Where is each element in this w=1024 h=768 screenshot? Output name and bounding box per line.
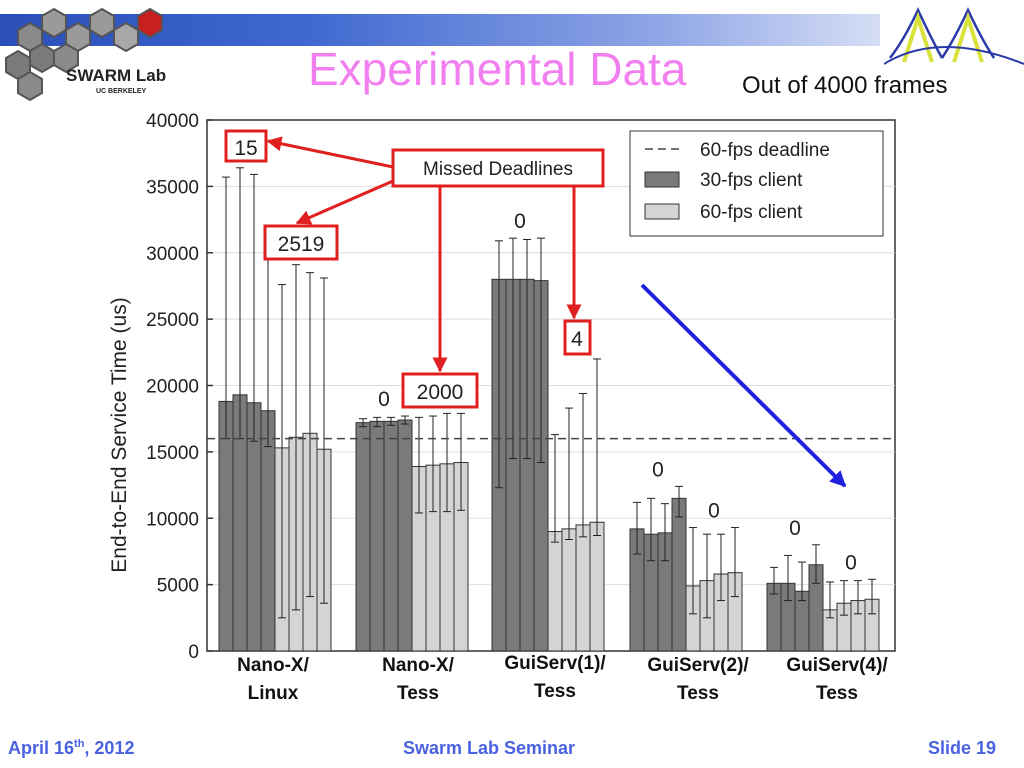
missed-count-label: 0 (789, 517, 801, 540)
missed-deadlines-annotation: Missed Deadlines 15 2519 2000 4 (224, 129, 605, 409)
bar (671, 497, 687, 652)
bars (218, 278, 880, 652)
legend-30fps: 30-fps client (700, 170, 803, 191)
y-tick-label: 15000 (146, 443, 199, 464)
missed-count-label: 0 (708, 500, 720, 523)
y-tick-label: 0 (188, 642, 199, 663)
bar (561, 528, 577, 652)
missed-count-label: 0 (514, 210, 526, 233)
corner-arch-logo (884, 7, 1024, 65)
legend: 60-fps deadline 30-fps client 60-fps cli… (629, 130, 884, 237)
trend-arrow (640, 283, 847, 488)
bar (383, 420, 399, 652)
category-label: Nano-X/ Linux (237, 655, 309, 704)
chart: 0500010000150002000025000300003500040000… (108, 111, 896, 663)
legend-deadline: 60-fps deadline (700, 140, 830, 161)
annotation-box-2000: 2000 (417, 381, 464, 404)
y-axis: 0 5000 10000 15000 20000 25000 30000 35000 40000 (146, 111, 213, 663)
category-label: GuiServ(1)/ Tess (504, 653, 606, 702)
y-tick-label: 30000 (146, 244, 199, 265)
annotation-box-4: 4 (571, 328, 583, 351)
slide-subtitle: Out of 4000 frames (742, 72, 948, 99)
bar (575, 524, 591, 652)
bar (355, 422, 371, 652)
y-tick-label: 10000 (146, 509, 199, 530)
y-tick-label: 40000 (146, 111, 199, 132)
y-tick-label: 5000 (157, 576, 199, 597)
annotation-box-15: 15 (234, 137, 257, 160)
logo-subtext: UC BERKELEY (96, 88, 147, 95)
annotation-label: Missed Deadlines (423, 159, 573, 180)
y-tick-label: 25000 (146, 310, 199, 331)
error-bars (222, 167, 876, 619)
legend-60fps: 60-fps client (700, 202, 803, 223)
swarm-lab-logo (5, 7, 163, 102)
missed-count-label: 0 (845, 551, 857, 574)
category-label: Nano-X/ Tess (382, 655, 454, 704)
y-tick-label: 20000 (146, 377, 199, 398)
bar (589, 521, 605, 652)
missed-count-labels: 0 0 0 0 0 0 (378, 210, 857, 574)
slide-title: Experimental Data (308, 43, 687, 95)
bar (369, 420, 385, 652)
y-axis-label: End-to-End Service Time (us) (108, 297, 131, 572)
footer-slide-number: Slide 19 (928, 738, 997, 758)
bar (397, 419, 413, 652)
missed-count-label: 0 (378, 388, 390, 411)
category-label: GuiServ(4)/ Tess (786, 655, 888, 704)
annotation-box-2519: 2519 (278, 233, 325, 256)
missed-count-label: 0 (652, 458, 664, 481)
category-label: GuiServ(2)/ Tess (647, 655, 749, 704)
y-tick-label: 35000 (146, 177, 199, 198)
footer-title: Swarm Lab Seminar (403, 738, 576, 758)
footer-date: April 16th, 2012 (8, 738, 135, 758)
bar (547, 531, 563, 652)
logo-text: SWARM Lab (66, 66, 167, 85)
